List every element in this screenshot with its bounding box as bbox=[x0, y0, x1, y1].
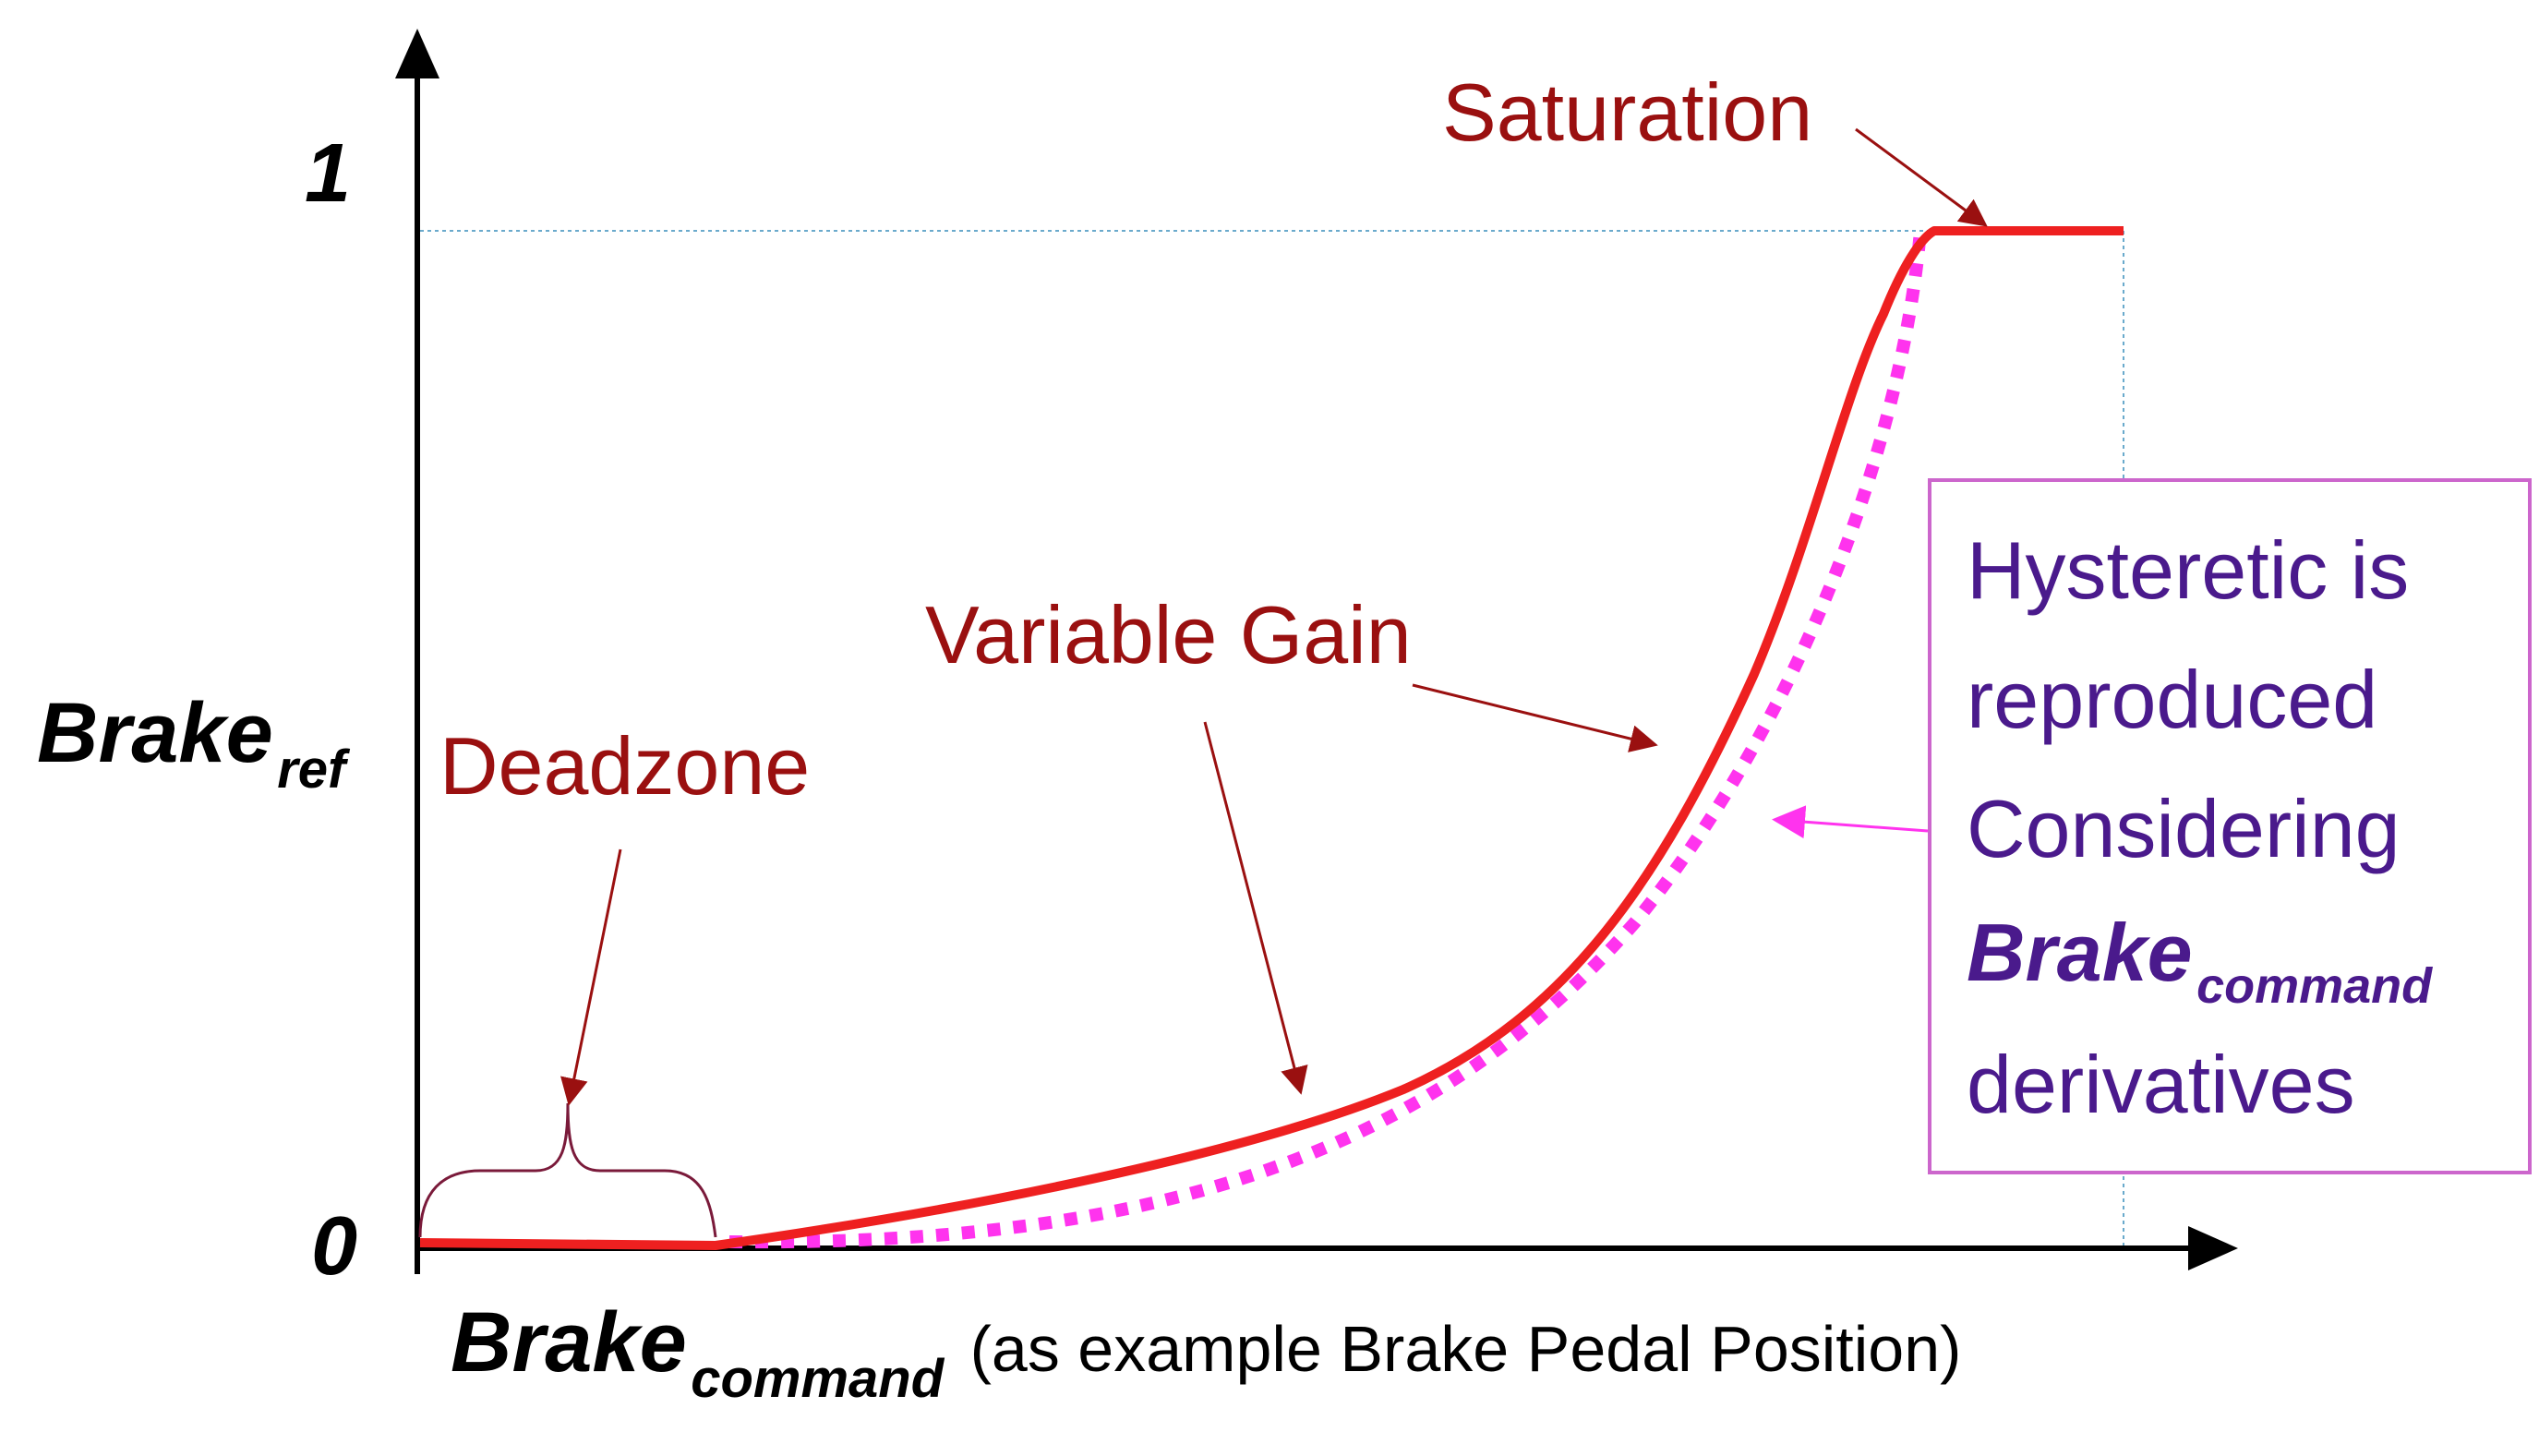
x-axis-label-main: Brake bbox=[451, 1295, 687, 1390]
callout-line-4-sub: command bbox=[2196, 958, 2433, 1014]
saturation-label: Saturation bbox=[1442, 66, 1812, 158]
deadzone-brace bbox=[418, 1102, 717, 1238]
deadzone-arrow bbox=[560, 848, 622, 1106]
y-axis-label-sub: ref bbox=[277, 740, 351, 800]
callout-line-4-main: Brake bbox=[1967, 907, 2193, 998]
hysteresis-curve bbox=[728, 230, 1927, 1249]
y-axis-label-main: Brake bbox=[37, 686, 273, 780]
saturation-arrow bbox=[1855, 127, 1988, 227]
y-axis-label: Brake ref bbox=[37, 686, 351, 800]
x-axis-label: Brake command (as example Brake Pedal Po… bbox=[451, 1295, 1961, 1409]
callout-arrow bbox=[1772, 805, 1929, 839]
variable-gain-label: Variable Gain bbox=[925, 589, 1412, 680]
callout-line-4: Brake command bbox=[1967, 907, 2433, 1014]
variable-gain-arrow-lower bbox=[1203, 721, 1308, 1095]
variable-gain-arrow-upper bbox=[1412, 683, 1658, 752]
callout-line-2: reproduced bbox=[1967, 654, 2377, 745]
brake-map-curve bbox=[419, 226, 2124, 1250]
deadzone-label: Deadzone bbox=[439, 720, 810, 812]
callout-line-5: derivatives bbox=[1967, 1039, 2355, 1130]
x-axis-label-note: (as example Brake Pedal Position) bbox=[970, 1313, 1962, 1385]
callout-line-3: Considering bbox=[1967, 783, 2401, 874]
callout-line-1: Hysteretic is bbox=[1967, 524, 2409, 616]
hysteresis-callout-box bbox=[1928, 478, 2532, 1174]
y-tick-zero: 0 bbox=[311, 1200, 357, 1293]
y-tick-one: 1 bbox=[305, 127, 351, 220]
x-axis-label-sub: command bbox=[691, 1349, 945, 1409]
